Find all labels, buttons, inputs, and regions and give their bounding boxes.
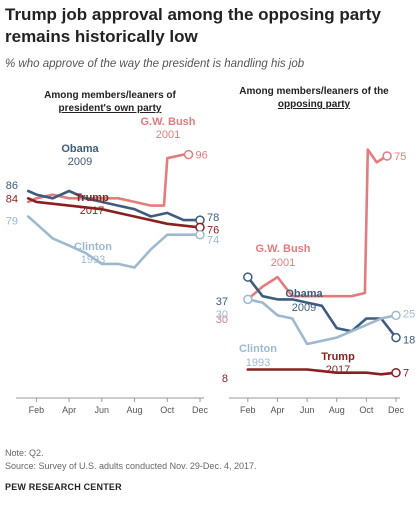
- series-line-obama: [26, 189, 202, 222]
- source-text: Source: Survey of U.S. adults conducted …: [5, 461, 257, 471]
- series-start-marker: [243, 272, 253, 282]
- panel-title-line: president's own party: [59, 103, 162, 114]
- series-name-label: Trump: [321, 351, 355, 363]
- series-end-label: 7: [403, 368, 409, 380]
- series-end-label: 96: [196, 150, 208, 162]
- series-name-label: Obama: [285, 288, 323, 300]
- x-tick-label: Apr: [62, 405, 76, 415]
- series-line-clinton: [246, 298, 398, 346]
- series-line-g-w-bush: [246, 148, 389, 301]
- series-end-label: 75: [394, 151, 406, 163]
- x-tick-label: Dec: [192, 405, 209, 415]
- series-end-label: 25: [403, 308, 415, 320]
- series-line-g-w-bush: [26, 153, 190, 207]
- series-name-label: Clinton: [239, 343, 277, 355]
- chart-title: Trump job approval among the opposing pa…: [5, 5, 381, 46]
- x-tick-label: Oct: [160, 405, 175, 415]
- series-end-marker: [183, 149, 194, 160]
- x-tick-label: Feb: [29, 405, 45, 415]
- series-start-label: 30: [216, 314, 228, 326]
- series-end-marker: [195, 229, 205, 240]
- series-name-label: Obama: [61, 143, 99, 155]
- brand-logo-text: PEW RESEARCH CENTER: [5, 482, 122, 492]
- x-tick-label: Feb: [240, 405, 256, 415]
- series-name-label: Trump: [75, 192, 109, 204]
- chart-subtitle: % who approve of the way the president i…: [5, 58, 305, 70]
- series-year-label: 2001: [156, 129, 180, 141]
- series-year-label: 1993: [246, 357, 270, 369]
- series-end-marker: [391, 310, 401, 321]
- x-tick-label: Aug: [127, 405, 143, 415]
- series-start-label: 84: [6, 193, 18, 205]
- series-year-label: 2017: [326, 364, 350, 376]
- series-line-trump: [26, 197, 202, 229]
- x-tick-label: Apr: [270, 405, 284, 415]
- panel-title-line: opposing party: [278, 99, 351, 110]
- series-name-label: Clinton: [74, 241, 112, 253]
- series-year-label: 2009: [68, 156, 92, 168]
- x-tick-label: Jun: [95, 405, 110, 415]
- series-start-label: 79: [6, 216, 18, 228]
- series-year-label: 1993: [81, 254, 105, 266]
- series-name-label: G.W. Bush: [256, 243, 311, 255]
- series-end-label: 74: [207, 235, 219, 247]
- series-end-label: 76: [207, 224, 219, 236]
- x-tick-label: Jun: [300, 405, 315, 415]
- series-end-label: 78: [207, 212, 219, 224]
- series-end-label: 18: [403, 335, 415, 347]
- panel-title-line: Among members/leaners of: [44, 90, 176, 101]
- series-year-label: 2009: [292, 302, 316, 314]
- series-line-trump: [246, 368, 398, 376]
- x-tick-label: Aug: [329, 405, 345, 415]
- series-start-marker: [243, 294, 253, 305]
- series-year-label: 2001: [271, 257, 295, 269]
- x-tick-label: Dec: [388, 405, 405, 415]
- x-tick-label: Oct: [359, 405, 374, 415]
- series-start-label: 30: [216, 309, 228, 321]
- note-text: Note: Q2.: [5, 448, 44, 458]
- series-line-obama: [246, 275, 398, 339]
- panel-title-line: Among members/leaners of the: [239, 86, 389, 97]
- series-end-marker: [382, 151, 392, 161]
- series-start-label: 86: [6, 180, 18, 192]
- series-end-marker: [391, 332, 401, 343]
- series-start-label: 8: [222, 373, 228, 385]
- series-line-clinton: [26, 215, 202, 269]
- series-year-label: 2017: [80, 205, 104, 217]
- series-name-label: G.W. Bush: [141, 116, 196, 128]
- series-start-label: 37: [216, 296, 228, 308]
- series-end-marker: [391, 367, 401, 378]
